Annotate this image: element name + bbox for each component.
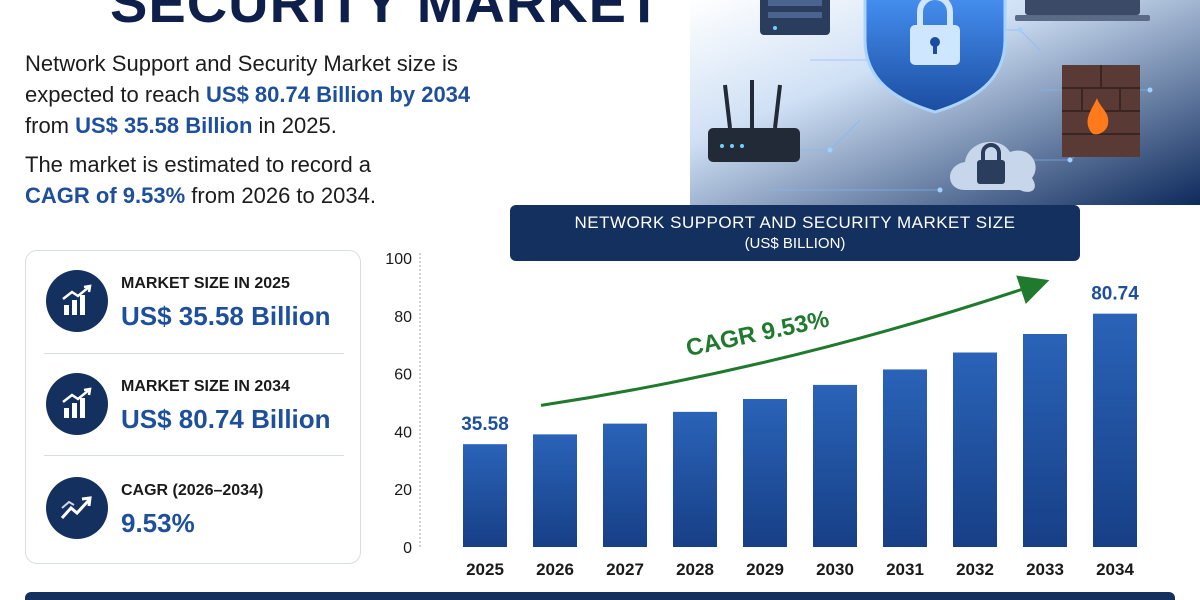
- stat-label: MARKET SIZE IN 2034: [121, 378, 290, 395]
- chart-bars: [463, 313, 1137, 547]
- chart-labels: 2025 2026 2027 2028 2029 2030 2031 2032 2033 2034…: [461, 284, 1139, 579]
- chart-title-line-2: (US$ BILLION): [744, 235, 846, 252]
- intro-paragraph-2: The market is estimated to record a CAGR…: [25, 149, 525, 211]
- footer-bar: [25, 592, 1175, 600]
- router-icon: [708, 80, 800, 162]
- stat-market-size-2034: MARKET SIZE IN 2034 US$ 80.74 Billion: [26, 354, 360, 454]
- y-tick-label: 40: [394, 424, 412, 441]
- bar-2028: [673, 411, 717, 547]
- intro-line-3-end: in 2025.: [252, 113, 337, 138]
- stat-value: US$ 80.74 Billion: [121, 404, 331, 434]
- x-tick-label: 2032: [956, 560, 994, 579]
- bar-2025: [463, 444, 507, 547]
- cloud-lock-icon: [950, 141, 1036, 192]
- chart-title-banner: NETWORK SUPPORT AND SECURITY MARKET SIZE…: [510, 205, 1080, 261]
- stat-cagr: CAGR (2026–2034) 9.53%: [26, 458, 360, 558]
- x-tick-label: 2029: [746, 560, 784, 579]
- chart-axes: 0 20 40 60 80 100: [385, 251, 421, 557]
- intro-line-3: from: [25, 113, 76, 138]
- stat-market-size-2025: MARKET SIZE IN 2025 US$ 35.58 Billion: [26, 251, 360, 351]
- cagr-annotation: CAGR 9.53%: [684, 305, 832, 362]
- firewall-icon: [1062, 65, 1140, 157]
- intro-line-1: Network Support and Security Market size…: [25, 51, 458, 76]
- x-tick-label: 2025: [466, 560, 504, 579]
- intro-highlight-2025: US$ 35.58 Billion: [75, 113, 253, 138]
- bar-2034: [1093, 313, 1137, 547]
- page-title: SECURITY MARKET: [110, 0, 663, 34]
- x-tick-label: 2028: [676, 560, 714, 579]
- stat-label: MARKET SIZE IN 2025: [121, 275, 290, 292]
- intro-highlight-cagr: CAGR of 9.53%: [25, 183, 186, 208]
- y-tick-label: 100: [385, 251, 412, 268]
- bar-growth-icon: [46, 373, 108, 435]
- bar-2026: [533, 434, 577, 547]
- laptop-icon: [1015, 0, 1150, 21]
- intro-paragraph-1: Network Support and Security Market size…: [25, 48, 525, 141]
- divider: [44, 353, 344, 354]
- bar-2031: [883, 369, 927, 547]
- market-size-bar-chart: 0 20 40 60 80 100 2025 2026 2027 2028 2029 2030 203…: [385, 251, 1139, 579]
- chart-title-line-1: NETWORK SUPPORT AND SECURITY MARKET SIZE: [574, 213, 1016, 232]
- bar-2032: [953, 352, 997, 547]
- y-tick-label: 20: [394, 482, 412, 499]
- shield-lock-icon: [863, 0, 1007, 114]
- divider: [44, 455, 344, 456]
- trend-up-icon: [46, 477, 108, 539]
- stat-label: CAGR (2026–2034): [121, 482, 264, 499]
- cagr-arrow: [540, 275, 1050, 407]
- data-label-2034: 80.74: [1091, 284, 1139, 305]
- x-tick-label: 2027: [606, 560, 644, 579]
- x-tick-label: 2031: [886, 560, 924, 579]
- intro-text: Network Support and Security Market size…: [25, 48, 525, 211]
- x-tick-label: 2026: [536, 560, 574, 579]
- y-tick-label: 0: [403, 540, 412, 557]
- bar-2030: [813, 384, 857, 547]
- intro-line-5-end: from 2026 to 2034.: [185, 183, 376, 208]
- stat-value: 9.53%: [121, 508, 195, 538]
- intro-line-2: expected to reach: [25, 82, 207, 107]
- bar-2033: [1023, 333, 1067, 547]
- x-tick-label: 2034: [1096, 560, 1134, 579]
- intro-line-4: The market is estimated to record a: [25, 152, 372, 177]
- y-tick-label: 80: [394, 309, 412, 326]
- y-tick-label: 60: [394, 367, 412, 384]
- bar-growth-icon: [46, 270, 108, 332]
- network-security-illustration: [690, 0, 1200, 205]
- data-label-2025: 35.58: [461, 414, 509, 435]
- bar-2029: [743, 399, 787, 547]
- bar-2027: [603, 423, 647, 547]
- x-tick-label: 2033: [1026, 560, 1064, 579]
- stats-card: MARKET SIZE IN 2025 US$ 35.58 Billion MA…: [25, 250, 361, 564]
- intro-highlight-2034: US$ 80.74 Billion by 2034: [206, 82, 471, 107]
- stat-value: US$ 35.58 Billion: [121, 301, 331, 331]
- x-tick-label: 2030: [816, 560, 854, 579]
- server-icon: [760, 0, 830, 35]
- hero-illustration: [690, 0, 1200, 205]
